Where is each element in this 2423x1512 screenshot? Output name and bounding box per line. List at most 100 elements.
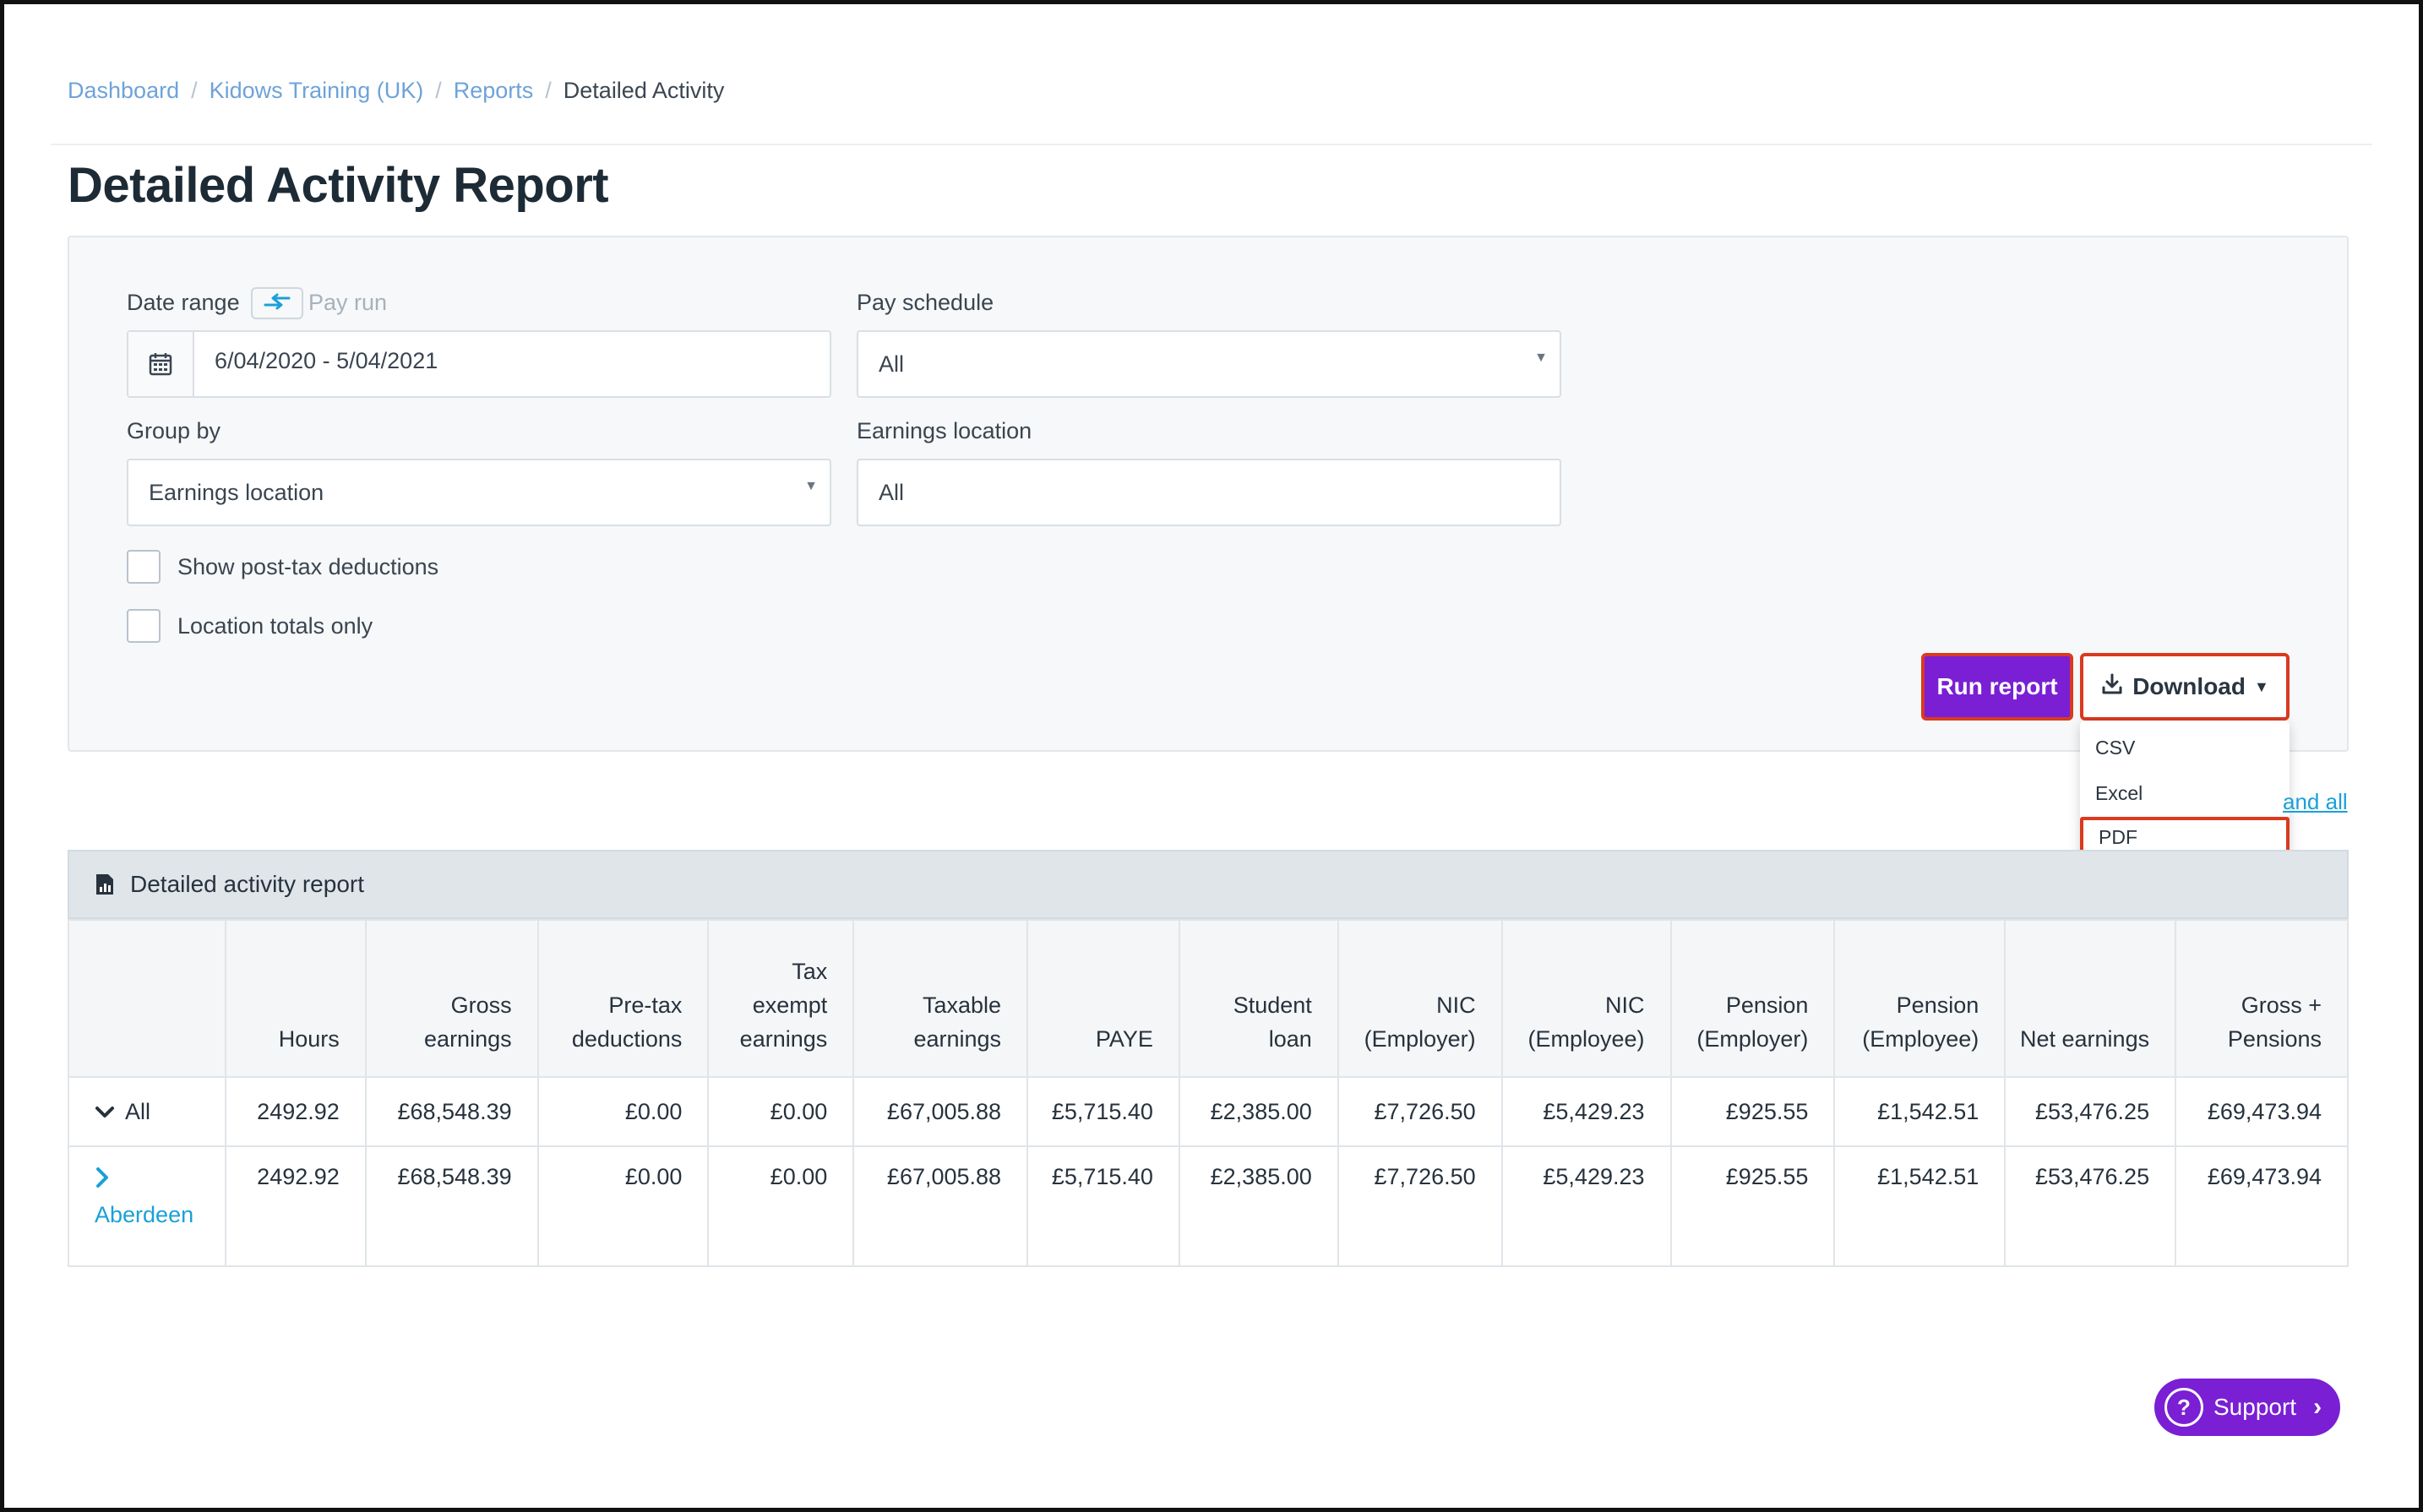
caret-down-icon: ▼ [1534,351,1548,365]
column-header: Tax exempt earnings [707,919,855,1078]
report-card-header: Detailed activity report [68,850,2349,919]
breadcrumb-separator: / [545,78,552,103]
column-header: PAYE [1026,919,1180,1078]
date-range-value: 6/04/2020 - 5/04/2021 [215,347,438,373]
column-header: Student loan [1178,919,1339,1078]
column-header: Pension (Employer) [1669,919,1836,1078]
table-cell: £69,473.94 [2175,1145,2349,1267]
download-option-csv[interactable]: CSV [2095,736,2136,759]
column-header: Taxable earnings [852,919,1029,1078]
show-post-tax-row: Show post-tax deductions [127,550,438,584]
location-totals-row: Location totals only [127,609,373,643]
help-icon: ? [2164,1388,2203,1427]
table-cell: £7,726.50 [1337,1145,1503,1267]
caret-down-icon: ▼ [2253,677,2269,695]
group-by-select[interactable]: Earnings location ▼ [127,459,831,526]
earnings-location-label: Earnings location [857,418,1032,443]
expand-all-link[interactable]: and all [2283,789,2348,814]
page-title: Detailed Activity Report [68,158,609,213]
pay-schedule-label: Pay schedule [857,290,994,315]
table-cell: £67,005.88 [852,1145,1029,1267]
filter-panel: Date range Pay run 6/04/2020 - 5/04/2021… [68,236,2349,752]
breadcrumb-separator: / [435,78,442,103]
download-icon [2100,672,2124,702]
date-range-label: Date range [127,290,240,315]
row-label: All [125,1098,151,1124]
support-label: Support [2213,1394,2297,1420]
table-header-row: Hours Gross earnings Pre-tax deductions … [68,919,2349,1078]
table-cell: £53,476.25 [2004,1145,2177,1267]
table-cell: £5,715.40 [1026,1076,1180,1147]
run-report-button[interactable]: Run report [1921,653,2073,721]
report-table: Hours Gross earnings Pre-tax deductions … [68,919,2349,1267]
table-cell: £7,726.50 [1337,1076,1503,1147]
chevron-right-icon[interactable] [95,1164,199,1198]
group-by-value: Earnings location [149,479,324,505]
column-header: NIC (Employer) [1337,919,1503,1078]
table-cell: £5,429.23 [1500,1145,1672,1267]
download-menu: CSV Excel PDF [2080,721,2290,873]
download-button[interactable]: Download ▼ [2080,653,2290,721]
table-cell: £1,542.51 [1833,1145,2006,1267]
earnings-location-input[interactable]: All [857,459,1561,526]
column-header: NIC (Employee) [1500,919,1672,1078]
table-cell: £0.00 [536,1076,710,1147]
table-row-aberdeen: Aberdeen 2492.92 £68,548.39 £0.00 £0.00 … [68,1145,2349,1267]
table-cell: £68,548.39 [364,1076,539,1147]
table-cell: £2,385.00 [1178,1076,1339,1147]
pay-run-toggle-label[interactable]: Pay run [308,290,388,315]
column-header: Pension (Employee) [1833,919,2006,1078]
table-cell: £68,548.39 [364,1145,539,1267]
date-range-input[interactable]: 6/04/2020 - 5/04/2021 [127,330,831,398]
table-cell: £5,429.23 [1500,1076,1672,1147]
column-header: Pre-tax deductions [536,919,710,1078]
table-cell: £2,385.00 [1178,1145,1339,1267]
column-header: Net earnings [2004,919,2177,1078]
breadcrumb: Dashboard / Kidows Training (UK) / Repor… [68,78,724,104]
breadcrumb-current: Detailed Activity [563,78,725,103]
table-cell: £925.55 [1669,1076,1836,1147]
report-document-icon [95,873,115,896]
table-cell: 2492.92 [224,1145,367,1267]
table-cell: £0.00 [707,1076,855,1147]
location-totals-checkbox[interactable] [127,609,161,643]
table-cell: £5,715.40 [1026,1145,1180,1267]
location-totals-label: Location totals only [177,612,373,639]
chevron-right-icon: › [2313,1393,2322,1421]
swap-arrows-icon [260,291,294,316]
row-label-cell[interactable]: Aberdeen [68,1145,226,1267]
breadcrumb-reports[interactable]: Reports [453,78,534,103]
table-cell: £69,473.94 [2175,1076,2349,1147]
table-cell: £0.00 [707,1145,855,1267]
breadcrumb-separator: / [191,78,198,103]
table-cell: £925.55 [1669,1145,1836,1267]
column-header: Gross + Pensions [2175,919,2349,1078]
caret-down-icon: ▼ [804,479,818,493]
table-cell: £1,542.51 [1833,1076,2006,1147]
column-header: Hours [224,919,367,1078]
group-by-label: Group by [127,418,221,443]
date-mode-toggle[interactable] [251,287,303,319]
calendar-icon[interactable] [128,332,194,396]
table-cell: £53,476.25 [2004,1076,2177,1147]
report-title: Detailed activity report [130,871,365,897]
column-header: Gross earnings [364,919,539,1078]
row-label-cell[interactable]: All [68,1076,226,1147]
download-label: Download [2132,673,2246,699]
table-row-all: All 2492.92 £68,548.39 £0.00 £0.00 £67,0… [68,1076,2349,1147]
breadcrumb-dashboard[interactable]: Dashboard [68,78,180,103]
pay-schedule-value: All [879,351,905,377]
show-post-tax-checkbox[interactable] [127,550,161,584]
table-cell: 2492.92 [224,1076,367,1147]
table-cell: £0.00 [536,1145,710,1267]
pay-schedule-select[interactable]: All ▼ [857,330,1561,398]
column-header [68,919,226,1078]
download-option-excel[interactable]: Excel [2095,781,2143,804]
breadcrumb-company[interactable]: Kidows Training (UK) [209,78,424,103]
header-divider [51,144,2372,145]
show-post-tax-label: Show post-tax deductions [177,553,439,579]
chevron-down-icon[interactable] [95,1099,115,1125]
support-button[interactable]: ? Support › [2154,1379,2340,1436]
location-link[interactable]: Aberdeen [95,1202,194,1227]
